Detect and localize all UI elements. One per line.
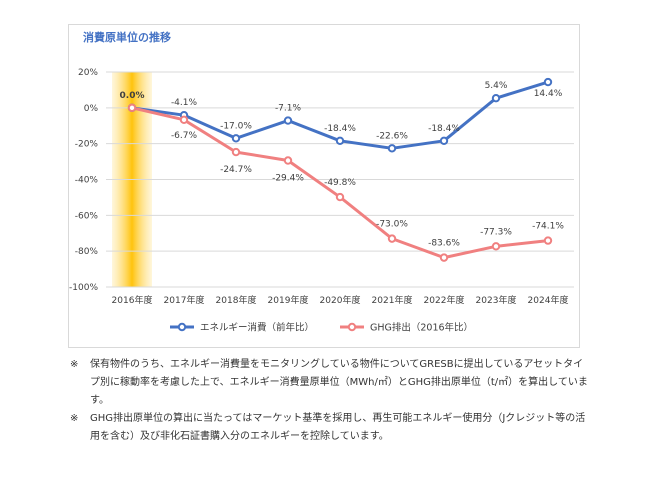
- data-point: [543, 236, 553, 245]
- data-point: [491, 93, 501, 103]
- data-point: [231, 134, 241, 143]
- data-label: 5.4%: [485, 81, 508, 91]
- legend-label: エネルギー消費（前年比）: [200, 322, 314, 334]
- data-label: 14.4%: [534, 89, 563, 99]
- data-label: -4.1%: [171, 98, 198, 108]
- data-point: [283, 116, 293, 125]
- data-label: -24.7%: [220, 165, 252, 175]
- data-label: -49.8%: [324, 178, 356, 188]
- data-label: -18.4%: [428, 124, 460, 134]
- footnote-2-text: GHG排出原単位の算出に当たってはマーケット基準を採用し、再生可能エネルギー使用…: [90, 413, 586, 442]
- data-label: -7.1%: [275, 104, 302, 114]
- data-label: -29.4%: [272, 174, 304, 184]
- data-point: [387, 234, 397, 243]
- data-label: -6.7%: [171, 131, 198, 141]
- data-point: [283, 156, 293, 165]
- data-label: -73.0%: [376, 220, 408, 230]
- data-point: [335, 192, 345, 202]
- footnote-1-mark: ※: [70, 359, 79, 370]
- footnote-1: ※ 保有物件のうち、エネルギー消費量をモニタリングしている物件についてGRESB…: [70, 356, 590, 410]
- legend-marker: [347, 322, 357, 332]
- data-point: [439, 253, 449, 262]
- y-tick-label: 0%: [84, 104, 99, 114]
- x-tick-label: 2019年度: [268, 294, 309, 306]
- y-tick-label: -60%: [75, 211, 99, 221]
- y-tick-label: -100%: [69, 283, 98, 293]
- y-tick-label: -80%: [75, 247, 99, 257]
- legend-label: GHG排出（2016年比）: [370, 322, 473, 334]
- footnote-1-text: 保有物件のうち、エネルギー消費量をモニタリングしている物件についてGRESBに提…: [90, 359, 588, 406]
- x-tick-label: 2021年度: [372, 294, 413, 306]
- data-point: [335, 136, 345, 146]
- data-label: -17.0%: [220, 121, 252, 131]
- data-label: -22.6%: [376, 131, 408, 141]
- x-tick-label: 2024年度: [528, 294, 569, 306]
- footnotes: ※ 保有物件のうち、エネルギー消費量をモニタリングしている物件についてGRESB…: [70, 356, 590, 446]
- data-point: [491, 242, 501, 251]
- data-label: -77.3%: [480, 227, 512, 237]
- data-point: [179, 115, 189, 125]
- data-point: [543, 77, 553, 87]
- data-label: 0.0%: [120, 91, 145, 101]
- data-point: [231, 147, 241, 157]
- data-label: -18.4%: [324, 124, 356, 134]
- x-tick-label: 2023年度: [476, 294, 517, 306]
- x-tick-label: 2020年度: [320, 294, 361, 306]
- data-label: -74.1%: [532, 222, 564, 232]
- x-tick-label: 2018年度: [216, 294, 257, 306]
- footnote-2: ※ GHG排出原単位の算出に当たってはマーケット基準を採用し、再生可能エネルギー…: [70, 410, 590, 446]
- data-point: [439, 136, 449, 146]
- data-point: [127, 103, 137, 113]
- data-point: [387, 144, 397, 153]
- x-tick-label: 2016年度: [112, 294, 153, 306]
- x-tick-label: 2017年度: [164, 294, 205, 306]
- chart-title: 消費原単位の推移: [83, 31, 171, 44]
- y-tick-label: -20%: [75, 140, 99, 150]
- data-label: -83.6%: [428, 239, 460, 249]
- y-tick-label: -40%: [75, 176, 99, 186]
- y-tick-label: 20%: [78, 68, 98, 78]
- footnote-2-mark: ※: [70, 413, 79, 424]
- x-tick-label: 2022年度: [424, 294, 465, 306]
- legend-marker: [177, 322, 187, 332]
